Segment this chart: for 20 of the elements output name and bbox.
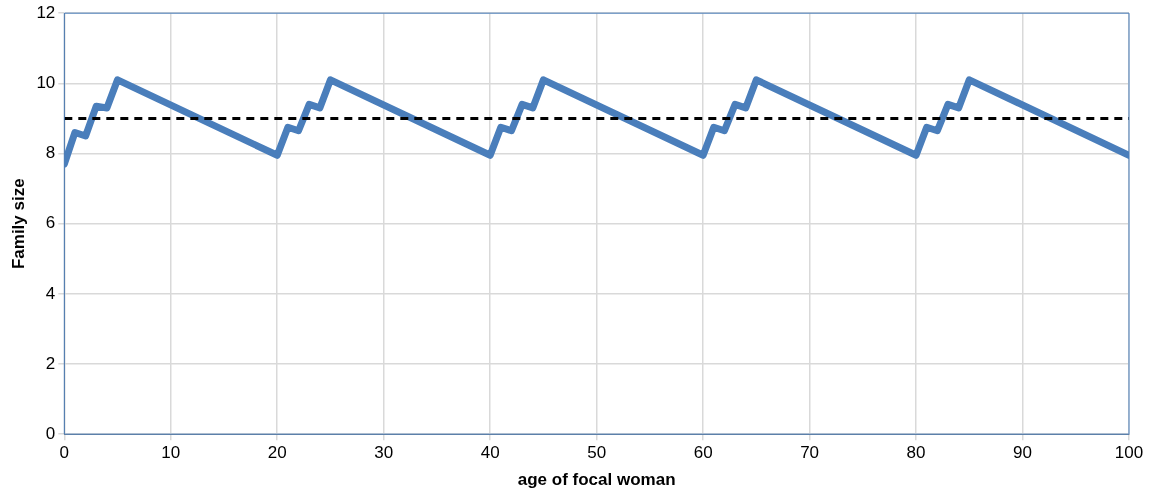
x-tick-label: 10: [161, 443, 181, 463]
y-tick-label: 6: [45, 213, 56, 233]
x-tick-label: 60: [693, 443, 713, 463]
y-tick-label: 10: [36, 73, 56, 93]
y-tick-label: 2: [45, 353, 56, 373]
x-tick-label: 70: [800, 443, 820, 463]
x-tick-label: 40: [480, 443, 500, 463]
x-tick-label: 100: [1114, 443, 1144, 463]
y-tick-label: 4: [45, 283, 56, 303]
y-tick-label: 8: [45, 143, 56, 163]
x-axis-title: age of focal woman: [517, 470, 676, 490]
x-tick-label: 0: [59, 443, 70, 463]
x-tick-label: 50: [587, 443, 607, 463]
x-tick-label: 30: [374, 443, 394, 463]
x-tick-label: 20: [267, 443, 287, 463]
x-tick-label: 90: [1013, 443, 1032, 463]
x-tick-label: 80: [906, 443, 926, 463]
y-tick-label: 0: [45, 423, 56, 443]
y-axis-title: Family size: [8, 178, 28, 270]
y-tick-label: 12: [36, 2, 56, 22]
